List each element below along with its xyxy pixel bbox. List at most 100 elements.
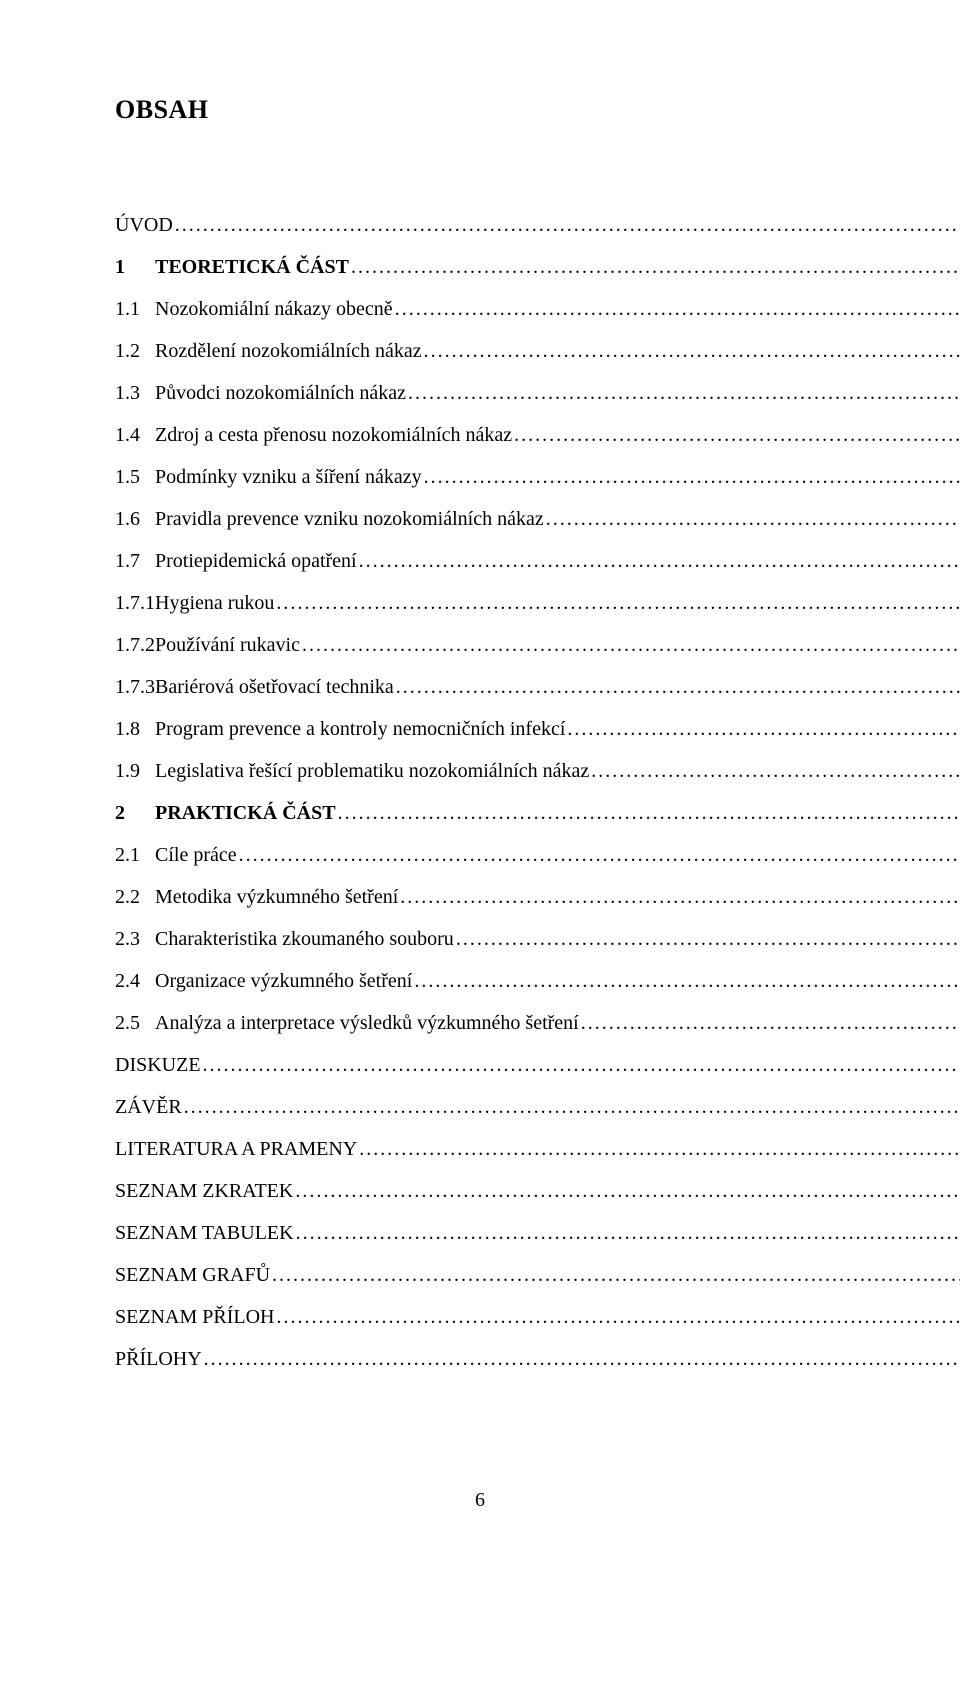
toc-entry-number: 1.3 xyxy=(115,361,155,403)
toc-entry-number: 1.2 xyxy=(115,319,155,361)
toc-entry-label: Pravidla prevence vzniku nozokomiálních … xyxy=(155,509,544,529)
toc-leader: ........................................… xyxy=(201,1055,960,1075)
toc-entry: PŘÍLOHY.................................… xyxy=(115,1327,960,1369)
toc-entry-label: Hygiena rukou xyxy=(155,593,274,613)
toc-entry: SEZNAM TABULEK..........................… xyxy=(115,1201,960,1243)
toc-entry-label: TEORETICKÁ ČÁST xyxy=(155,257,349,277)
toc-entry-label: Organizace výzkumného šetření xyxy=(155,971,412,991)
toc-leader: ........................................… xyxy=(336,803,960,823)
toc-entry: SEZNAM GRAFŮ............................… xyxy=(115,1243,960,1285)
toc-entry-label: Nozokomiální nákazy obecně xyxy=(155,299,393,319)
toc-entry: SEZNAM ZKRATEK..........................… xyxy=(115,1159,960,1201)
toc-leader: ........................................… xyxy=(274,593,960,613)
toc-entry-number: 2.2 xyxy=(115,865,155,907)
toc-entry: 1.6Pravidla prevence vzniku nozokomiální… xyxy=(115,487,960,529)
toc-entry-label: ÚVOD xyxy=(115,215,173,235)
toc-entry: ÚVOD....................................… xyxy=(115,193,960,235)
toc-leader: ........................................… xyxy=(512,425,960,445)
toc-leader: ........................................… xyxy=(589,761,960,781)
toc-entry: 1.5Podmínky vzniku a šíření nákazy......… xyxy=(115,445,960,487)
toc-leader: ........................................… xyxy=(579,1013,960,1033)
toc-entry-label: PŘÍLOHY xyxy=(115,1349,202,1369)
toc-entry: LITERATURA A PRAMENY....................… xyxy=(115,1117,960,1159)
toc-entry-label: SEZNAM GRAFŮ xyxy=(115,1265,270,1285)
toc-leader: ........................................… xyxy=(294,1223,960,1243)
toc-leader: ........................................… xyxy=(349,257,960,277)
toc-entry-label: Používání rukavic xyxy=(155,635,300,655)
toc-entry-label: SEZNAM TABULEK xyxy=(115,1223,294,1243)
toc-leader: ........................................… xyxy=(406,383,960,403)
toc-entry-label: Původci nozokomiálních nákaz xyxy=(155,383,406,403)
toc-entry-label: LITERATURA A PRAMENY xyxy=(115,1139,357,1159)
toc-entry-label: Legislativa řešící problematiku nozokomi… xyxy=(155,761,589,781)
toc-table: ÚVOD....................................… xyxy=(115,193,960,1369)
toc-entry-label: PRAKTICKÁ ČÁST xyxy=(155,803,336,823)
toc-leader: ........................................… xyxy=(293,1181,960,1201)
toc-leader: ........................................… xyxy=(393,299,960,319)
toc-entry: 1.4Zdroj a cesta přenosu nozokomiálních … xyxy=(115,403,960,445)
toc-entry: 2PRAKTICKÁ ČÁST.........................… xyxy=(115,781,960,823)
toc-entry-number: 2.1 xyxy=(115,823,155,865)
toc-leader: ........................................… xyxy=(357,1139,960,1159)
toc-title: OBSAH xyxy=(115,95,845,125)
toc-entry: 1.7Protiepidemická opatření.............… xyxy=(115,529,960,571)
toc-leader: ........................................… xyxy=(544,509,960,529)
toc-leader: ........................................… xyxy=(454,929,960,949)
toc-entry-number: 1.7.3 xyxy=(115,655,155,697)
toc-entry-label: ZÁVĚR xyxy=(115,1097,182,1117)
toc-entry: 1.9Legislativa řešící problematiku nozok… xyxy=(115,739,960,781)
toc-leader: ........................................… xyxy=(270,1265,960,1285)
toc-entry-number: 1.4 xyxy=(115,403,155,445)
toc-entry: 1TEORETICKÁ ČÁST........................… xyxy=(115,235,960,277)
toc-entry-label: Zdroj a cesta přenosu nozokomiálních nák… xyxy=(155,425,512,445)
toc-entry-label: DISKUZE xyxy=(115,1055,201,1075)
toc-leader: ........................................… xyxy=(173,215,960,235)
toc-entry-number: 2.3 xyxy=(115,907,155,949)
toc-leader: ........................................… xyxy=(300,635,960,655)
toc-entry: 2.1Cíle práce...........................… xyxy=(115,823,960,865)
toc-entry-label: Bariérová ošetřovací technika xyxy=(155,677,394,697)
toc-leader: ........................................… xyxy=(398,887,960,907)
toc-entry: ZÁVĚR...................................… xyxy=(115,1075,960,1117)
toc-entry-number: 2.5 xyxy=(115,991,155,1033)
toc-leader: ........................................… xyxy=(422,341,960,361)
toc-leader: ........................................… xyxy=(422,467,960,487)
toc-leader: ........................................… xyxy=(394,677,960,697)
toc-entry-label: Metodika výzkumného šetření xyxy=(155,887,398,907)
toc-entry-number: 1.9 xyxy=(115,739,155,781)
toc-entry: 1.7.2Používání rukavic..................… xyxy=(115,613,960,655)
toc-entry: 1.7.1Hygiena rukou......................… xyxy=(115,571,960,613)
toc-leader: ........................................… xyxy=(565,719,960,739)
toc-entry: 2.5Analýza a interpretace výsledků výzku… xyxy=(115,991,960,1033)
toc-entry-number: 1.7 xyxy=(115,529,155,571)
toc-entry: 2.4Organizace výzkumného šetření........… xyxy=(115,949,960,991)
toc-entry: 2.3Charakteristika zkoumaného souboru...… xyxy=(115,907,960,949)
toc-entry-number: 1.8 xyxy=(115,697,155,739)
toc-entry-number: 1.7.2 xyxy=(115,613,155,655)
toc-leader: ........................................… xyxy=(274,1307,960,1327)
toc-entry-number: 1.7.1 xyxy=(115,571,155,613)
toc-entry-number: 2 xyxy=(115,781,155,823)
toc-entry: 1.8Program prevence a kontroly nemocničn… xyxy=(115,697,960,739)
toc-entry-label: Protiepidemická opatření xyxy=(155,551,357,571)
toc-leader: ........................................… xyxy=(412,971,960,991)
toc-leader: ........................................… xyxy=(237,845,960,865)
toc-entry-number: 1.1 xyxy=(115,277,155,319)
toc-entry-label: Rozdělení nozokomiálních nákaz xyxy=(155,341,422,361)
page-number: 6 xyxy=(115,1489,845,1512)
toc-entry-number: 2.4 xyxy=(115,949,155,991)
toc-entry: SEZNAM PŘÍLOH...........................… xyxy=(115,1285,960,1327)
toc-entry-label: Cíle práce xyxy=(155,845,237,865)
toc-entry: 1.7.3Bariérová ošetřovací technika......… xyxy=(115,655,960,697)
toc-entry-number: 1.5 xyxy=(115,445,155,487)
toc-entry-label: Program prevence a kontroly nemocničních… xyxy=(155,719,565,739)
toc-entry: 1.1Nozokomiální nákazy obecně...........… xyxy=(115,277,960,319)
toc-entry-label: Charakteristika zkoumaného souboru xyxy=(155,929,454,949)
toc-leader: ........................................… xyxy=(357,551,960,571)
toc-entry: 2.2Metodika výzkumného šetření..........… xyxy=(115,865,960,907)
toc-entry-label: SEZNAM ZKRATEK xyxy=(115,1181,293,1201)
toc-entry-label: Podmínky vzniku a šíření nákazy xyxy=(155,467,422,487)
toc-leader: ........................................… xyxy=(202,1349,960,1369)
toc-entry-label: Analýza a interpretace výsledků výzkumné… xyxy=(155,1013,579,1033)
toc-entry: DISKUZE.................................… xyxy=(115,1033,960,1075)
